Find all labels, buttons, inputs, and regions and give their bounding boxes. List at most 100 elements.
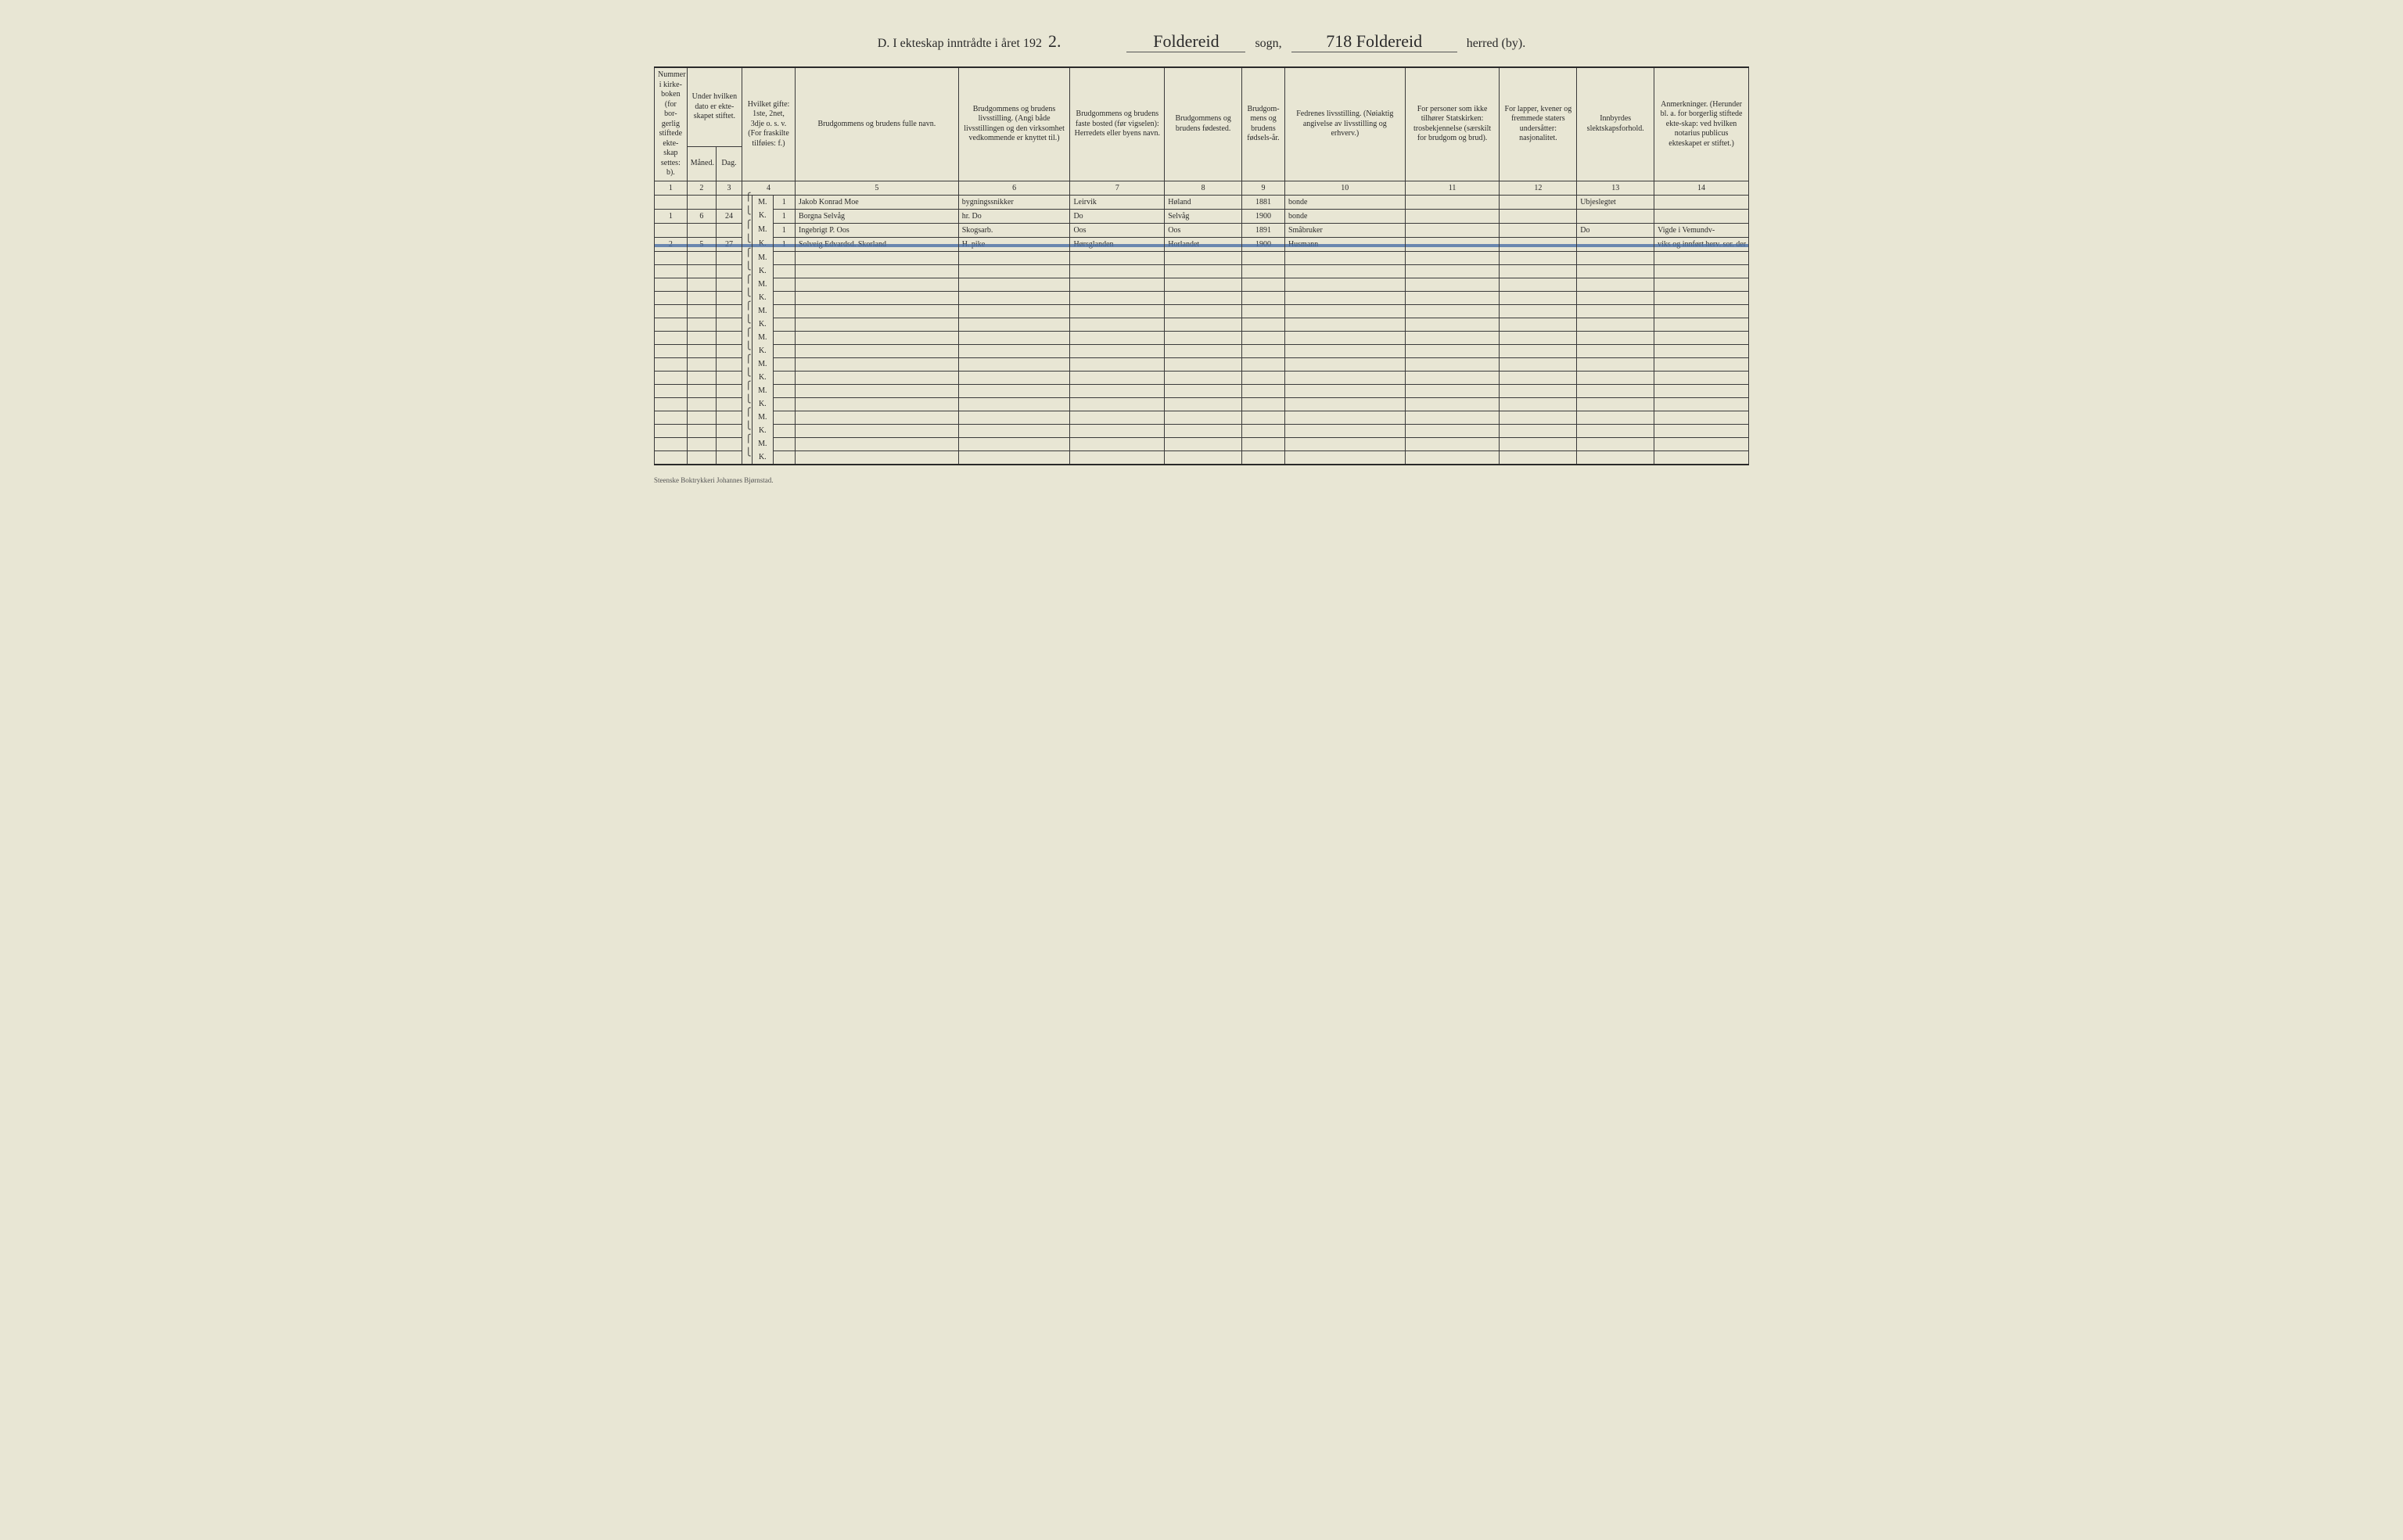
cell-dag: [717, 251, 742, 264]
cell: [1284, 397, 1405, 411]
cell-bosted: Leirvik: [1070, 195, 1165, 209]
cell-bosted: Oos: [1070, 223, 1165, 237]
cell-no: [655, 344, 688, 357]
cell: [1070, 371, 1165, 384]
cell: [1577, 451, 1654, 465]
cell-dag: [717, 437, 742, 451]
th-23-top: Under hvilken dato er ekte-skapet stifte…: [687, 67, 742, 146]
cell: [1577, 357, 1654, 371]
cell-slekt: Ubjeslegtet: [1577, 195, 1654, 209]
cell-gifte: [773, 397, 796, 411]
cell-gifte: [773, 437, 796, 451]
cell-dag: [717, 291, 742, 304]
cell: [1284, 411, 1405, 424]
cell-no: [655, 331, 688, 344]
th-11: For personer som ikke tilhører Statskirk…: [1405, 67, 1500, 181]
colnum: 12: [1500, 181, 1577, 195]
cell: [1284, 344, 1405, 357]
cell: [1165, 331, 1242, 344]
cell: [796, 437, 959, 451]
cell: [958, 331, 1070, 344]
cell: [1242, 331, 1285, 344]
cell: [1070, 264, 1165, 278]
cell-no: [655, 451, 688, 465]
cell: [1284, 357, 1405, 371]
cell: [1577, 384, 1654, 397]
cell-gifte: [773, 357, 796, 371]
mk-k: K.: [753, 237, 773, 251]
cell-gifte: 1: [773, 195, 796, 209]
cell: [1405, 371, 1500, 384]
cell: [958, 264, 1070, 278]
cell: [1165, 371, 1242, 384]
cell-c11: [1405, 195, 1500, 209]
cell-mnd: [687, 304, 716, 318]
th-10: Fedrenes livsstilling. (Nøiaktig angivel…: [1284, 67, 1405, 181]
cell: [1654, 384, 1749, 397]
cell: [1242, 451, 1285, 465]
cell-dag: [717, 195, 742, 209]
cell: [796, 318, 959, 331]
cell-mnd: [687, 291, 716, 304]
colnum: 3: [717, 181, 742, 195]
cell-fodested: Selvåg: [1165, 209, 1242, 223]
cell: [958, 384, 1070, 397]
cell: [1165, 411, 1242, 424]
cell-c11: [1405, 209, 1500, 223]
cell-stilling: hr. Do: [958, 209, 1070, 223]
cell: [1242, 424, 1285, 437]
cell: [958, 451, 1070, 465]
mk-k: K.: [753, 264, 773, 278]
cell: [1500, 344, 1577, 357]
mk-m: M.: [753, 278, 773, 291]
th-5: Brudgommens og brudens fulle navn.: [796, 67, 959, 181]
cell-no: [655, 397, 688, 411]
cell-c11: [1405, 223, 1500, 237]
cell-aar: 1900: [1242, 209, 1285, 223]
cell: [796, 397, 959, 411]
cell-no: [655, 384, 688, 397]
cell: [1165, 397, 1242, 411]
cell: [1654, 318, 1749, 331]
cell: [796, 411, 959, 424]
cell-bosted: Do: [1070, 209, 1165, 223]
cell: [796, 304, 959, 318]
cell: [1284, 371, 1405, 384]
cell: [1405, 437, 1500, 451]
cell-dag: [717, 371, 742, 384]
cell: [1577, 397, 1654, 411]
colnum: 9: [1242, 181, 1285, 195]
cell: [1500, 384, 1577, 397]
cell: [1500, 411, 1577, 424]
cell: [1165, 437, 1242, 451]
cell: [1577, 304, 1654, 318]
cell-aar: 1891: [1242, 223, 1285, 237]
cell: [1242, 397, 1285, 411]
cell: [1500, 264, 1577, 278]
cell: [1405, 384, 1500, 397]
cell: [958, 371, 1070, 384]
cell-far: Husmann: [1284, 237, 1405, 251]
th-8: Brudgommens og brudens fødested.: [1165, 67, 1242, 181]
cell: [1577, 411, 1654, 424]
cell: [958, 318, 1070, 331]
cell: [1165, 451, 1242, 465]
cell-gifte: 1: [773, 223, 796, 237]
cell-mnd: [687, 251, 716, 264]
cell-no: [655, 411, 688, 424]
cell: [1405, 411, 1500, 424]
cell: [1405, 291, 1500, 304]
mk-k: K.: [753, 424, 773, 437]
cell: [1577, 331, 1654, 344]
th-4: Hvilket gifte: 1ste, 2net, 3dje o. s. v.…: [742, 67, 795, 181]
cell: [958, 291, 1070, 304]
cell: [1500, 331, 1577, 344]
cell-gifte: [773, 331, 796, 344]
cell-gifte: [773, 291, 796, 304]
cell: [1500, 451, 1577, 465]
cell: [1577, 371, 1654, 384]
cell-gifte: [773, 344, 796, 357]
cell-mnd: 5: [687, 237, 716, 251]
cell: [796, 344, 959, 357]
cell-dag: [717, 397, 742, 411]
